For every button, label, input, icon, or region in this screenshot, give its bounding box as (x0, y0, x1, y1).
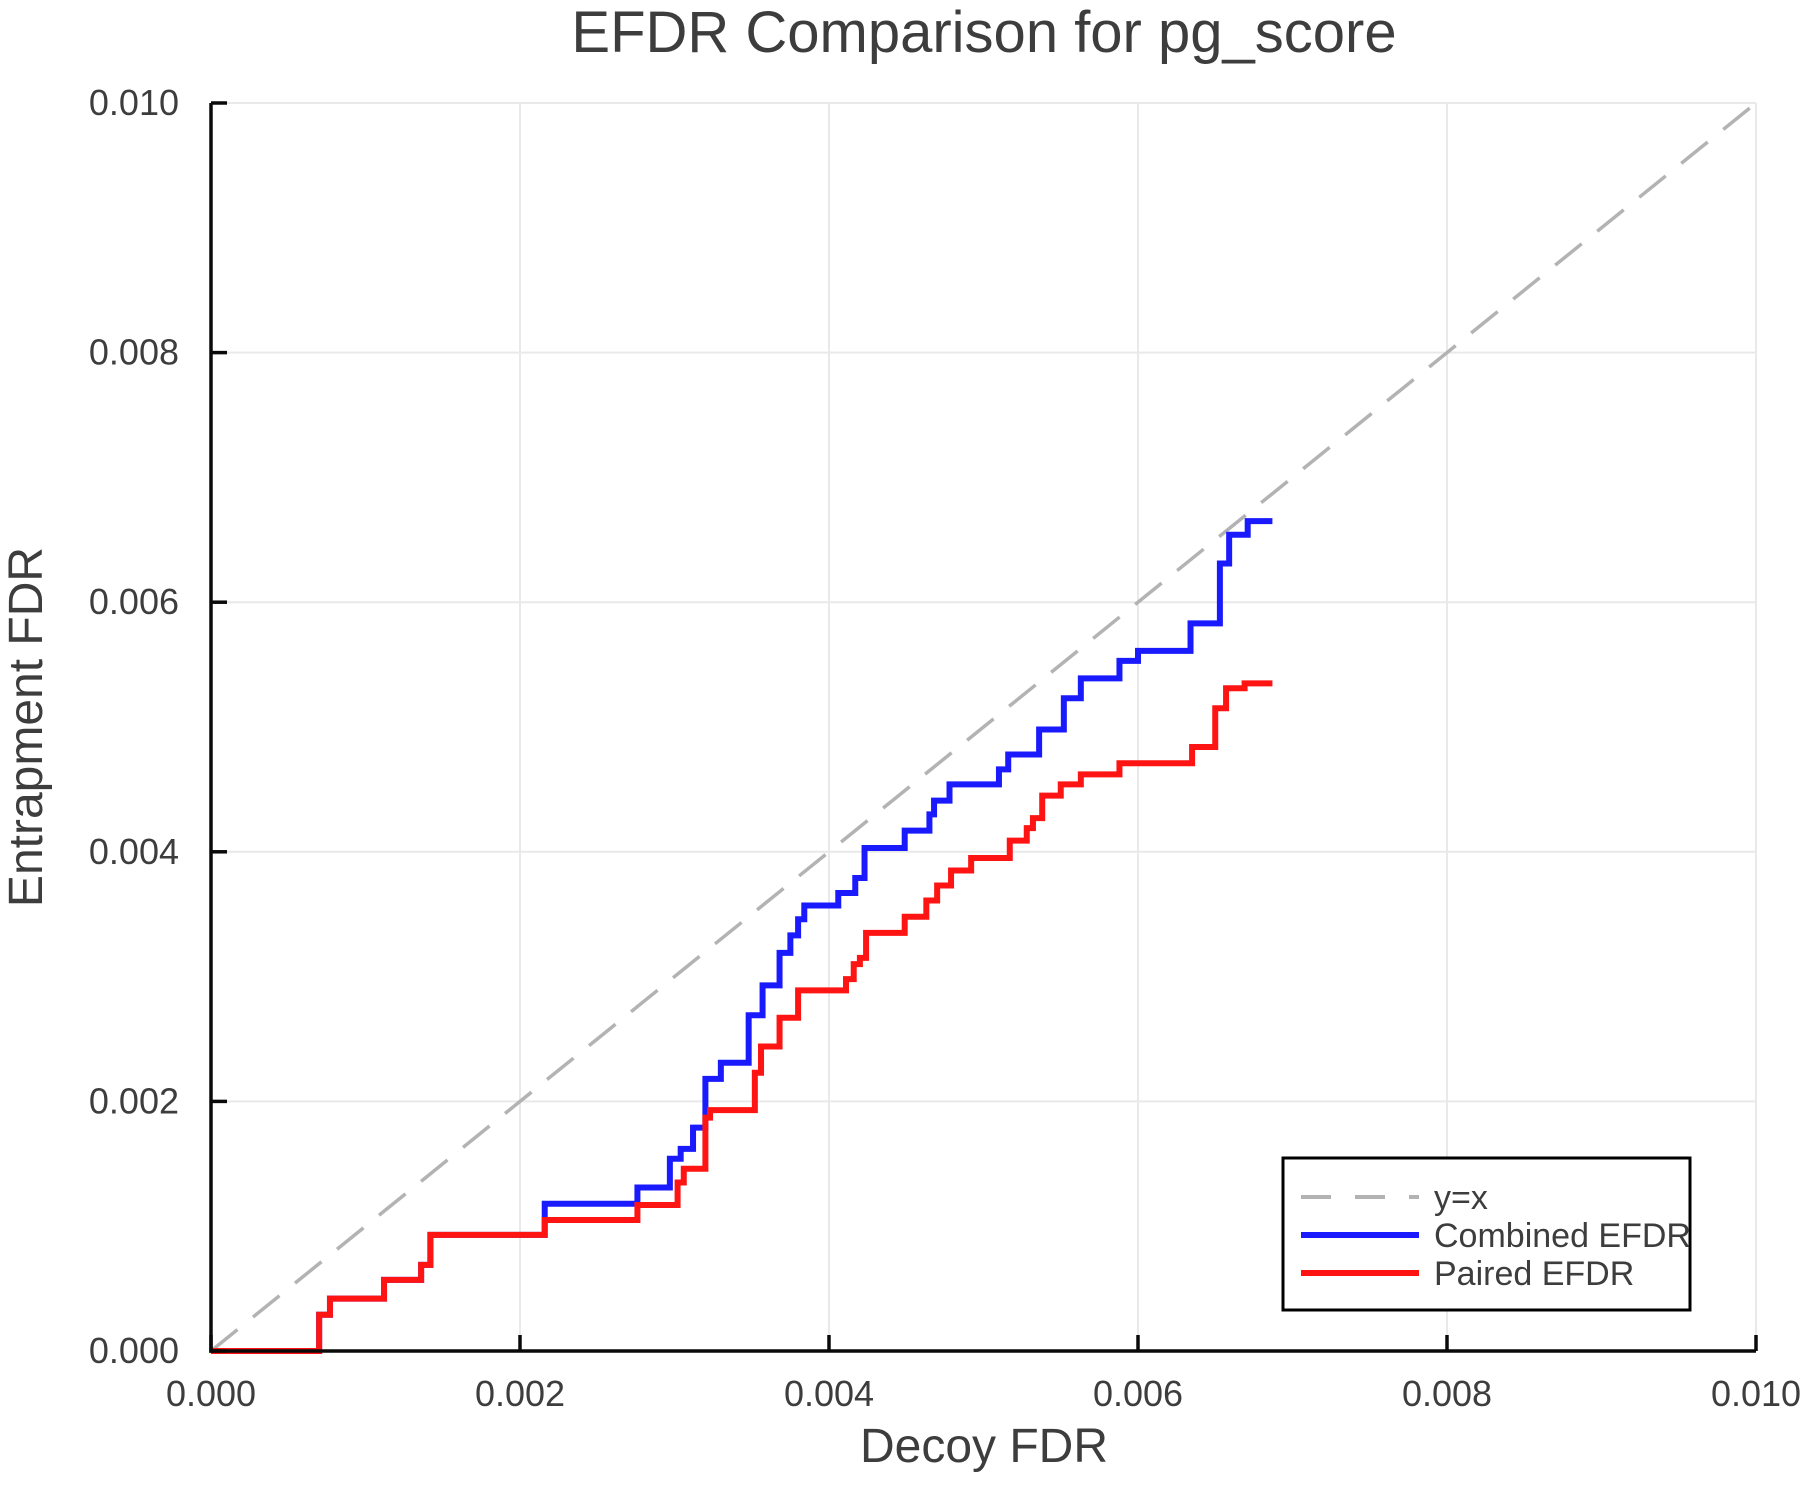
paired-efdr-line (211, 680, 1273, 1354)
y-tick-label: 0.010 (89, 82, 179, 123)
y-equals-x-line (209, 101, 1758, 1353)
x-axis-label: Decoy FDR (860, 1420, 1108, 1473)
chart-title: EFDR Comparison for pg_score (571, 0, 1396, 65)
y-tick-label: 0.006 (89, 581, 179, 622)
y-tick-label: 0.008 (89, 332, 179, 373)
axis-ticks: 0.000 0.002 0.004 0.006 0.008 0.010 0.000 0.002… (89, 82, 1800, 1414)
y-tick-label: 0.000 (89, 1330, 179, 1371)
identity-reference-line (209, 101, 1758, 1353)
x-tick-label: 0.010 (1711, 1373, 1800, 1414)
combined-efdr-line (211, 518, 1273, 1354)
legend-label: Paired EFDR (1434, 1255, 1634, 1293)
x-tick-label: 0.008 (1402, 1373, 1492, 1414)
x-tick-label: 0.002 (475, 1373, 565, 1414)
data-series (211, 518, 1273, 1354)
y-tick-label: 0.004 (89, 831, 179, 872)
y-axis-label: Entrapment FDR (0, 547, 53, 907)
x-tick-label: 0.006 (1093, 1373, 1183, 1414)
gridlines (211, 102, 1757, 1351)
axes-spines (209, 103, 1756, 1353)
x-tick-label: 0.004 (784, 1373, 874, 1414)
legend-label: y=x (1434, 1179, 1488, 1217)
y-tick-label: 0.002 (89, 1080, 179, 1121)
legend-label: Combined EFDR (1434, 1217, 1691, 1255)
x-tick-label: 0.000 (166, 1373, 256, 1414)
